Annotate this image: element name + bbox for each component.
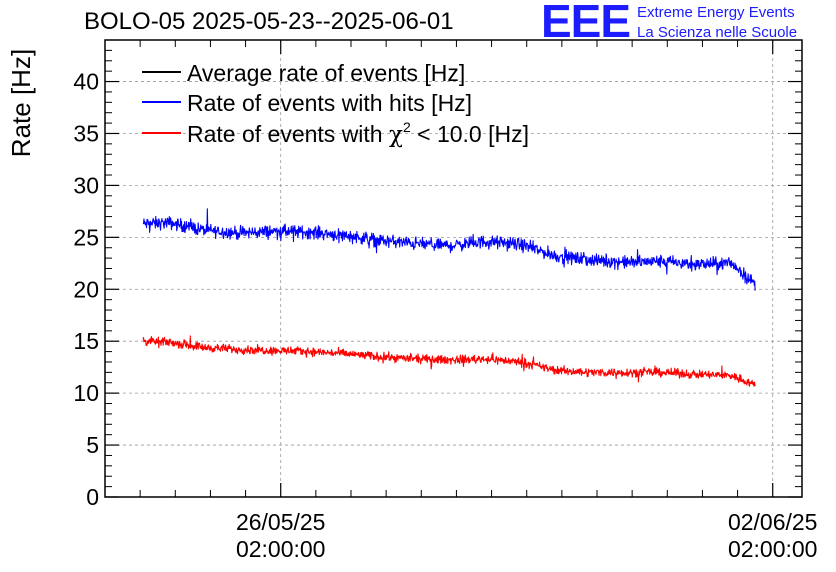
series-line-1 [142, 208, 756, 291]
eee-logo: EEE [541, 0, 631, 47]
legend-entry: Rate of events with χ2 < 10.0 [Hz] [187, 119, 529, 148]
grid-lines [105, 40, 802, 497]
y-tick-label: 0 [86, 484, 99, 510]
y-tick-label: 15 [73, 328, 99, 354]
x-tick-label-date: 26/05/25 [236, 509, 326, 535]
y-tick-label: 10 [73, 380, 99, 406]
legend-entry: Average rate of events [Hz] [187, 60, 465, 86]
axis-ticks [104, 39, 802, 498]
legend-entry: Rate of events with hits [Hz] [187, 90, 472, 116]
logo-caption-line1: Extreme Energy Events [637, 4, 795, 21]
y-tick-label: 20 [73, 276, 99, 302]
series-group [142, 208, 756, 387]
logo-caption: Extreme Energy Events La Scienza nelle S… [637, 3, 797, 43]
y-tick-label: 25 [73, 224, 99, 250]
x-tick-label-date: 02/06/25 [728, 509, 818, 535]
logo-caption-line2: La Scienza nelle Scuole [637, 24, 798, 41]
y-tick-label: 30 [73, 172, 99, 198]
chart-title: BOLO-05 2025-05-23--2025-06-01 [84, 8, 454, 35]
y-tick-label: 40 [73, 69, 99, 95]
tick-labels: 051015202530354026/05/2502:00:0002/06/25… [73, 69, 817, 562]
series-line-2 [142, 335, 756, 387]
y-tick-label: 35 [73, 120, 99, 146]
x-tick-label-time: 02:00:00 [728, 536, 818, 562]
y-axis-label: Rate [Hz] [6, 49, 36, 157]
legend: Average rate of events [Hz] Rate of event… [142, 60, 529, 148]
x-tick-label-time: 02:00:00 [236, 536, 326, 562]
y-tick-label: 5 [86, 432, 99, 458]
